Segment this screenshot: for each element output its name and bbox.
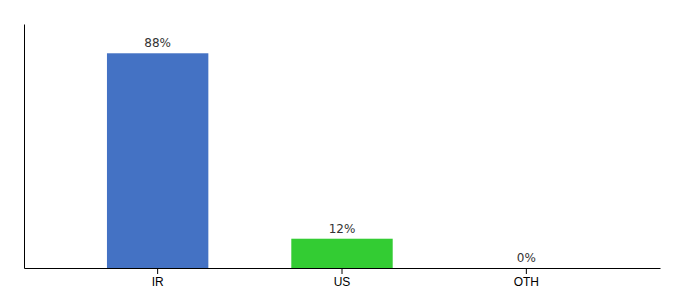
x-tick-label: IR	[152, 275, 164, 289]
chart: IR US OTH 88% 12% 0%	[0, 0, 680, 300]
bar	[291, 239, 392, 268]
x-tick-label: US	[334, 275, 351, 289]
bars	[107, 53, 393, 268]
x-tick: OTH	[514, 268, 539, 289]
x-tick-mark	[526, 268, 527, 274]
data-label: 0%	[517, 251, 536, 265]
x-tick-mark	[342, 268, 343, 274]
plot: IR US OTH 88% 12% 0%	[25, 25, 661, 289]
x-axis: IR US OTH	[25, 268, 661, 289]
x-tick-label: OTH	[514, 275, 539, 289]
x-tick: IR	[152, 268, 164, 289]
data-labels: 88% 12% 0%	[144, 36, 536, 265]
y-axis	[24, 25, 25, 269]
x-tick-mark	[157, 268, 158, 274]
bar	[107, 53, 208, 268]
data-label: 12%	[329, 222, 356, 236]
data-label: 88%	[144, 36, 171, 50]
y-axis-line	[24, 25, 25, 269]
bar	[476, 268, 577, 269]
x-tick: US	[334, 268, 351, 289]
